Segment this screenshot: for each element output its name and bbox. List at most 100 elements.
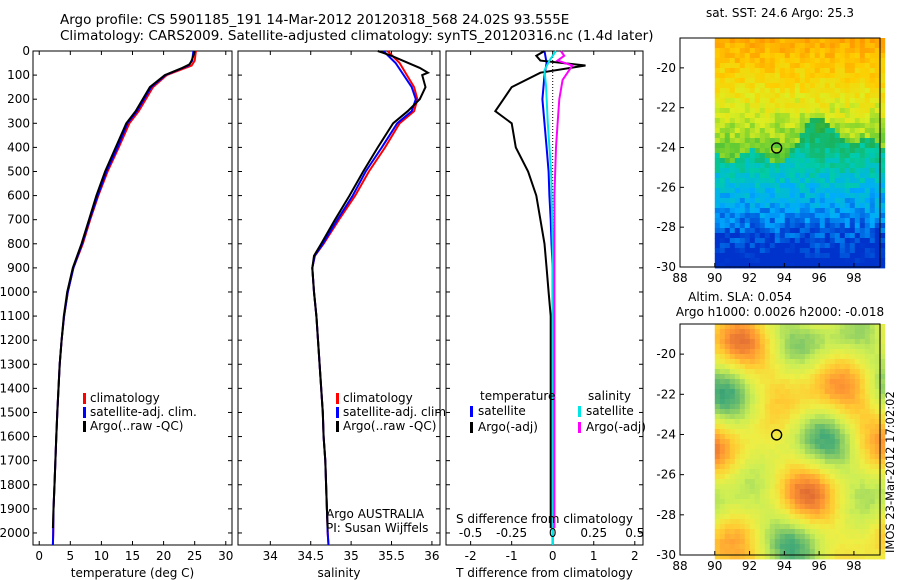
sla-map-cell	[824, 539, 831, 545]
sst-map-cell	[754, 143, 761, 149]
sla-map-cell	[829, 374, 836, 380]
sst-map-cell	[859, 93, 866, 99]
sla-map-cell	[724, 409, 731, 415]
sla-map-cell	[799, 499, 806, 505]
sst-map-cell	[724, 248, 731, 254]
sst-map-cell	[749, 63, 756, 69]
sst-map-cell	[784, 188, 791, 194]
sst-map-cell	[794, 83, 801, 89]
sst-map-cell	[774, 63, 781, 69]
sst-map-cell	[744, 168, 751, 174]
sla-map-cell	[849, 434, 856, 440]
sla-map-cell	[814, 494, 821, 500]
sst-map-cell	[784, 103, 791, 109]
sla-map-cell	[789, 494, 796, 500]
sla-map-cell	[774, 399, 781, 405]
sst-map-cell	[854, 128, 861, 134]
sla-map-cell	[734, 394, 741, 400]
sst-map-cell	[844, 188, 851, 194]
sst-map-cell	[759, 243, 766, 249]
sst-map-cell	[869, 258, 876, 264]
sla-map-cell	[724, 494, 731, 500]
sla-map-cell	[834, 544, 841, 550]
sla-map-cell	[834, 509, 841, 515]
sla-map-x-tick-label: 94	[777, 559, 792, 573]
sla-map-cell	[764, 499, 771, 505]
sst-map-cell	[729, 48, 736, 54]
sla-map-cell	[774, 479, 781, 485]
sst-map-cell	[769, 113, 776, 119]
sst-map-cell	[754, 203, 761, 209]
sla-map-cell	[804, 379, 811, 385]
sla-map-subtitle: Argo h1000: 0.0026 h2000: -0.018	[676, 305, 884, 319]
sla-map-cell	[834, 454, 841, 460]
sst-map-cell	[724, 218, 731, 224]
sla-map-cell	[764, 389, 771, 395]
sst-map-cell	[839, 98, 846, 104]
sla-map-cell	[824, 374, 831, 380]
sla-map-cell	[764, 459, 771, 465]
sst-map-cell	[839, 163, 846, 169]
sst-map-cell	[859, 123, 866, 129]
sst-map-cell	[869, 68, 876, 74]
sst-map-cell	[799, 43, 806, 49]
sla-map-cell	[724, 504, 731, 510]
sla-map-cell	[819, 384, 826, 390]
sla-map-cell	[839, 529, 846, 535]
sla-map-y-tick-label: -24	[656, 427, 676, 441]
sla-map-cell	[829, 444, 836, 450]
sst-map-cell	[829, 128, 836, 134]
sst-map-cell	[759, 138, 766, 144]
sla-map-cell	[774, 474, 781, 480]
sst-map-cell	[734, 148, 741, 154]
sla-map-cell	[779, 334, 786, 340]
sla-map-cell	[859, 339, 866, 345]
sla-map-cell	[844, 389, 851, 395]
sla-map-cell	[874, 454, 881, 460]
sst-map-cell	[719, 123, 726, 129]
sst-map-cell	[729, 118, 736, 124]
sst-map-cell	[819, 53, 826, 59]
sla-map-cell	[769, 424, 776, 430]
sla-map-cell	[739, 459, 746, 465]
sst-map-cell	[799, 88, 806, 94]
sla-map-cell	[729, 324, 736, 330]
sla-map-cell	[714, 554, 721, 560]
sst-map-cell	[799, 168, 806, 174]
sla-map-cell	[799, 434, 806, 440]
sla-map-cell	[804, 474, 811, 480]
sst-map-cell	[749, 193, 756, 199]
salinity-legend-swatch	[336, 421, 339, 432]
sla-map-cell	[864, 404, 871, 410]
sla-map-cell	[839, 354, 846, 360]
sla-map-cell	[804, 369, 811, 375]
sst-map-cell	[774, 213, 781, 219]
sla-map-cell	[809, 344, 816, 350]
sst-map-cell	[749, 148, 756, 154]
sst-map-cell	[874, 128, 881, 134]
sla-map-cell	[864, 444, 871, 450]
sla-map-cell	[879, 489, 886, 495]
sla-map-cell	[754, 439, 761, 445]
sla-map-cell	[859, 504, 866, 510]
sst-map-cell	[814, 168, 821, 174]
sla-map-cell	[849, 414, 856, 420]
sst-map-cell	[819, 183, 826, 189]
sst-map-cell	[714, 118, 721, 124]
sla-map-cell	[854, 399, 861, 405]
sla-map-cell	[869, 399, 876, 405]
sla-map-cell	[749, 414, 756, 420]
sst-map-cell	[869, 233, 876, 239]
sla-map-cell	[799, 419, 806, 425]
sst-map-cell	[739, 148, 746, 154]
sla-map-cell	[809, 419, 816, 425]
sla-map-cell	[759, 364, 766, 370]
sst-map-cell	[769, 253, 776, 259]
sst-map-cell	[714, 233, 721, 239]
sla-map-cell	[714, 324, 721, 330]
sla-map-cell	[819, 494, 826, 500]
sst-map-cell	[794, 58, 801, 64]
sla-map-cell	[744, 354, 751, 360]
sst-map-cell	[734, 113, 741, 119]
sst-map-cell	[859, 178, 866, 184]
